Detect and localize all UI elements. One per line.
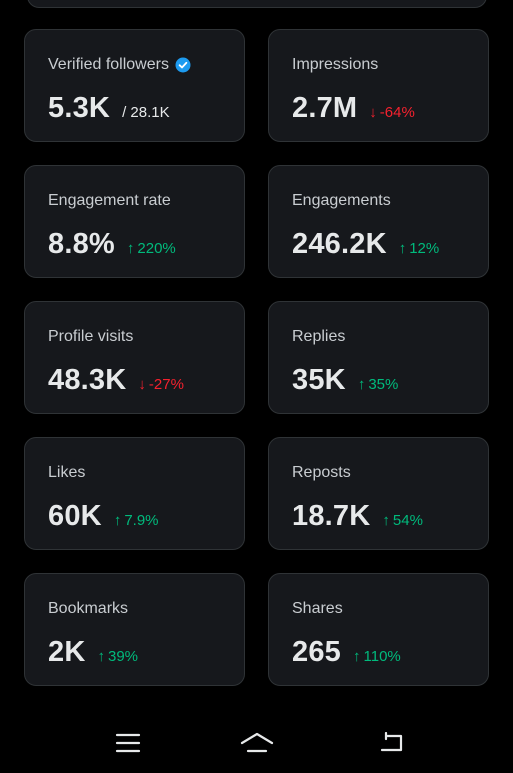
card-profile-visits[interactable]: Profile visits 48.3K ↓ -27% [24, 301, 245, 414]
card-engagement-rate[interactable]: Engagement rate 8.8% ↑ 220% [24, 165, 245, 278]
card-label: Bookmarks [48, 600, 129, 617]
card-shares[interactable]: Shares 265 ↑ 110% [268, 573, 489, 686]
card-replies[interactable]: Replies 35K ↑ 35% [268, 301, 489, 414]
change-value: 7.9% [124, 512, 159, 529]
card-value-row: 5.3K / 28.1K [48, 92, 170, 125]
card-value: 5.3K [48, 92, 111, 124]
change-indicator: ↑ 220% [127, 240, 176, 257]
change-value: 35% [368, 376, 399, 393]
change-indicator: ↑ 35% [358, 376, 399, 393]
card-bookmarks[interactable]: Bookmarks 2K ↑ 39% [24, 573, 245, 686]
card-value-row: 246.2K ↑ 12% [292, 228, 439, 261]
card-value: 8.8% [48, 228, 115, 260]
card-value: 246.2K [292, 228, 387, 260]
card-value: 2K [48, 636, 86, 668]
card-label: Engagement rate [48, 192, 171, 209]
card-likes[interactable]: Likes 60K ↑ 7.9% [24, 437, 245, 550]
change-value: -64% [379, 104, 415, 121]
previous-card-edge [27, 0, 487, 8]
card-value: 60K [48, 500, 102, 532]
home-button[interactable] [237, 725, 277, 761]
arrow-up-icon: ↑ [357, 376, 366, 393]
card-value-row: 2K ↑ 39% [48, 636, 138, 669]
card-value-row: 60K ↑ 7.9% [48, 500, 159, 533]
recents-button[interactable] [108, 725, 148, 761]
card-label: Engagements [292, 192, 391, 209]
card-value-row: 2.7M ↓ -64% [292, 92, 415, 125]
card-value: 48.3K [48, 364, 127, 396]
card-label: Likes [48, 464, 86, 481]
menu-icon [115, 733, 141, 753]
change-value: 39% [107, 648, 139, 665]
change-value: -27% [148, 376, 184, 393]
card-value-row: 8.8% ↑ 220% [48, 228, 176, 261]
card-engagements[interactable]: Engagements 246.2K ↑ 12% [268, 165, 489, 278]
card-label: Verified followers [48, 56, 169, 73]
card-label: Reposts [292, 464, 351, 481]
card-label-container: Verified followers [48, 56, 191, 74]
change-indicator: ↓ -64% [369, 104, 415, 121]
arrow-up-icon: ↑ [353, 648, 361, 665]
back-icon [380, 732, 403, 752]
change-indicator: ↑ 54% [382, 512, 423, 529]
arrow-up-icon: ↑ [113, 512, 122, 529]
card-value: 2.7M [292, 92, 358, 124]
change-indicator: ↑ 12% [399, 240, 440, 257]
card-value: 265 [292, 636, 341, 668]
change-value: 54% [392, 512, 423, 529]
arrow-down-icon: ↓ [369, 104, 377, 121]
card-impressions[interactable]: Impressions 2.7M ↓ -64% [268, 29, 489, 142]
card-value: 35K [292, 364, 346, 396]
card-label: Replies [292, 328, 346, 345]
system-navigation-bar [0, 700, 513, 773]
change-indicator: ↑ 7.9% [114, 512, 159, 529]
change-indicator: ↓ -27% [138, 376, 184, 393]
card-total: / 28.1K [122, 104, 170, 121]
change-value: 110% [363, 648, 401, 665]
home-icon [240, 732, 274, 753]
change-indicator: ↑ 39% [97, 648, 138, 665]
arrow-up-icon: ↑ [97, 648, 105, 665]
card-label: Profile visits [48, 328, 134, 345]
change-indicator: ↑ 110% [353, 648, 401, 665]
back-button[interactable] [371, 725, 411, 761]
card-value: 18.7K [292, 500, 371, 532]
card-value-row: 18.7K ↑ 54% [292, 500, 423, 533]
verified-badge-icon [175, 57, 191, 73]
card-label: Impressions [292, 56, 379, 73]
change-value: 220% [137, 240, 176, 257]
card-value-row: 35K ↑ 35% [292, 364, 398, 397]
change-value: 12% [409, 240, 440, 257]
arrow-up-icon: ↑ [382, 512, 390, 529]
arrow-up-icon: ↑ [126, 240, 135, 257]
card-value-row: 48.3K ↓ -27% [48, 364, 184, 397]
arrow-up-icon: ↑ [398, 240, 407, 257]
card-label: Shares [292, 600, 343, 617]
card-verified-followers[interactable]: Verified followers 5.3K / 28.1K [24, 29, 245, 142]
card-value-row: 265 ↑ 110% [292, 636, 401, 669]
analytics-grid: Verified followers 5.3K / 28.1K Impressi… [24, 29, 489, 686]
card-reposts[interactable]: Reposts 18.7K ↑ 54% [268, 437, 489, 550]
arrow-down-icon: ↓ [138, 376, 146, 393]
